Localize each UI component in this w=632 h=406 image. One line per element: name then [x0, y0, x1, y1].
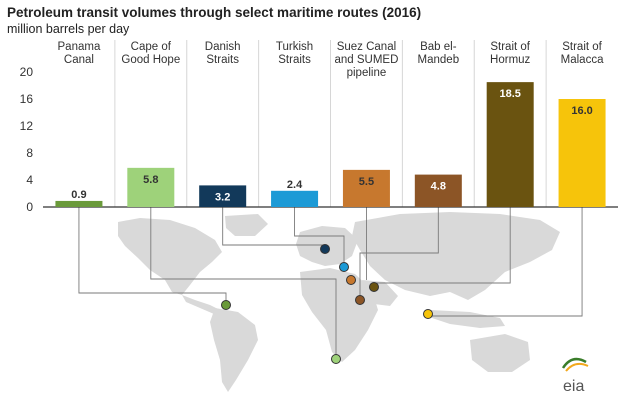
data-label: 5.8 [143, 174, 158, 186]
world-map [118, 212, 560, 392]
y-tick-label: 20 [20, 65, 34, 79]
data-label: 0.9 [71, 189, 86, 201]
map-indonesia [430, 310, 505, 328]
eia-logo: eia [561, 357, 589, 395]
bar [414, 174, 462, 207]
route-marker [221, 300, 231, 310]
route-marker [355, 295, 365, 305]
data-label: 5.5 [359, 176, 374, 188]
connector-line [294, 207, 345, 267]
category-label: pipeline [347, 67, 387, 79]
category-label: Malacca [561, 54, 604, 66]
category-label: Hormuz [490, 54, 531, 66]
category-label: Cape of [131, 41, 172, 53]
category-label: Turkish [276, 41, 313, 53]
y-tick-label: 16 [20, 92, 34, 106]
category-separators [114, 40, 547, 207]
category-label: Danish [205, 41, 241, 53]
bar [342, 169, 390, 207]
category-label: Good Hope [121, 54, 180, 66]
y-axis-label: million barrels per day [7, 22, 130, 36]
category-label: Panama [58, 41, 101, 53]
y-tick-label: 4 [26, 173, 33, 187]
bar [271, 190, 319, 207]
connector-line [150, 207, 337, 359]
bar [558, 99, 606, 207]
y-tick-label: 8 [26, 146, 33, 160]
data-label: 2.4 [287, 179, 303, 191]
route-marker [423, 309, 433, 319]
bar [55, 200, 103, 207]
bars: 0.9 5.8 3.2 2.4 5.5 4.8 18.5 16.0 [55, 82, 606, 207]
category-label: Suez Canal [337, 41, 396, 53]
eia-logo-swoosh-2 [565, 362, 589, 372]
category-label: Strait of [490, 41, 530, 53]
y-tick-label: 12 [20, 119, 34, 133]
map-north-america [118, 218, 222, 295]
connector-line [359, 207, 439, 300]
route-marker [369, 282, 379, 292]
bar [486, 82, 534, 207]
eia-logo-text: eia [563, 378, 584, 395]
category-label: Strait of [562, 41, 602, 53]
map-africa [300, 268, 378, 362]
connector-line [78, 207, 227, 305]
category-label: Straits [278, 54, 311, 66]
category-label: Canal [64, 54, 94, 66]
route-marker [331, 354, 341, 364]
map-central-america [182, 295, 220, 314]
category-label: Straits [206, 54, 239, 66]
chart-title: Petroleum transit volumes through select… [7, 5, 422, 20]
eia-logo-swoosh [561, 357, 587, 369]
data-label: 4.8 [431, 181, 446, 193]
data-label: 18.5 [499, 88, 520, 100]
map-australia [470, 334, 530, 372]
map-asia [352, 212, 560, 300]
category-label: Mandeb [418, 54, 460, 66]
bar [127, 167, 175, 207]
data-label: 16.0 [571, 105, 592, 117]
data-label: 3.2 [215, 191, 230, 203]
route-marker [346, 275, 356, 285]
category-label: and SUMED [334, 54, 398, 66]
y-tick-label: 0 [26, 200, 33, 214]
map-greenland [225, 214, 268, 236]
map-south-america [210, 308, 258, 392]
bar [199, 185, 247, 207]
route-markers [221, 244, 433, 364]
category-label: Bab el- [420, 41, 457, 53]
route-marker [339, 262, 349, 272]
route-marker [320, 244, 330, 254]
